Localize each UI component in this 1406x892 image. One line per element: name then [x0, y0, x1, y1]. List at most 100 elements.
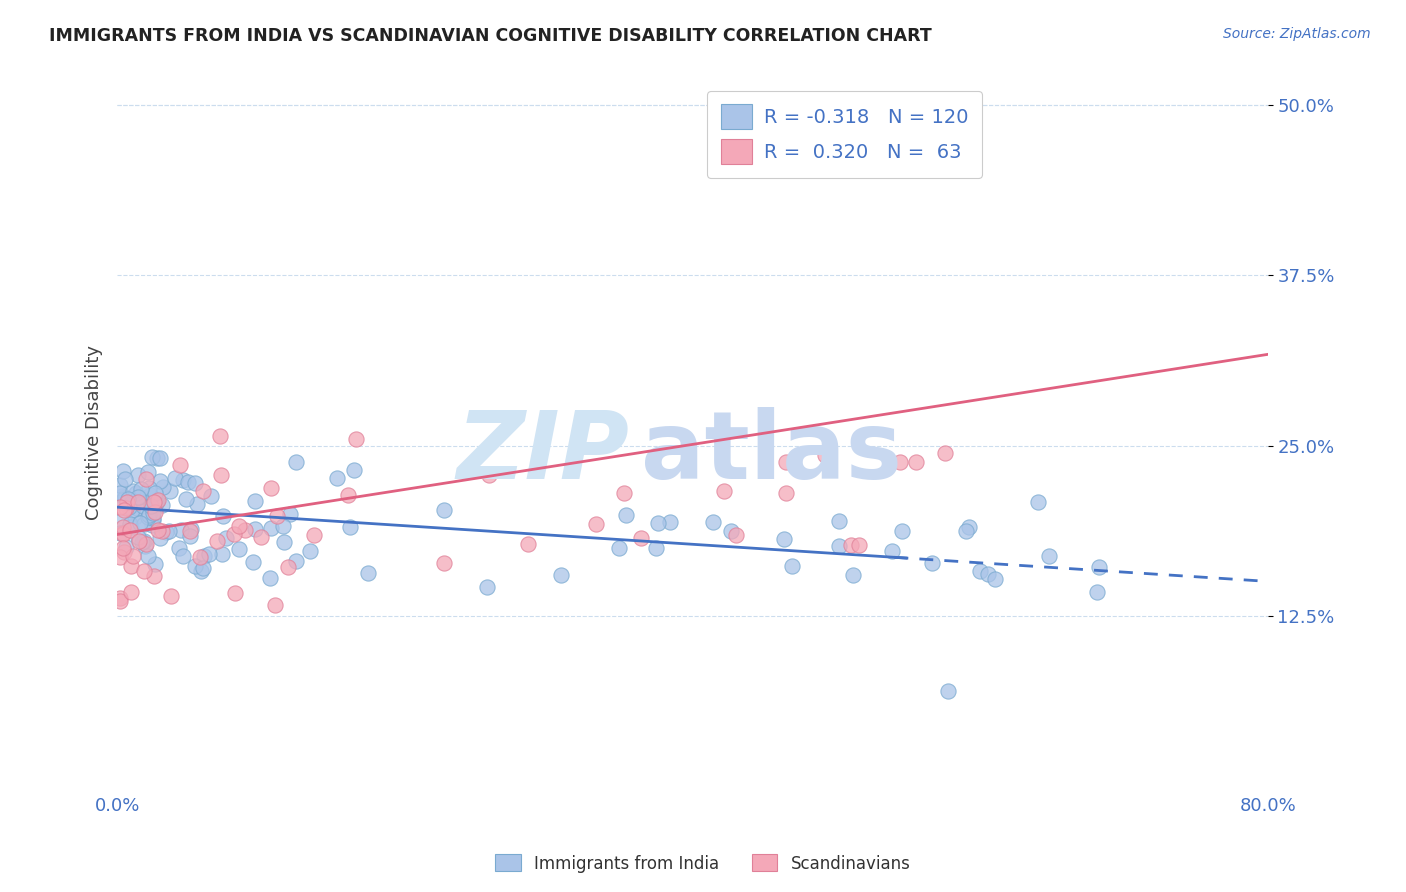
Point	[243, 494, 266, 508]
Point	[146, 451, 169, 466]
Point	[110, 486, 132, 500]
Point	[111, 489, 134, 503]
Point	[128, 534, 150, 549]
Point	[209, 468, 232, 483]
Point	[142, 568, 165, 582]
Point	[1026, 495, 1049, 509]
Point	[827, 514, 849, 528]
Point	[278, 507, 301, 521]
Point	[814, 448, 837, 462]
Point	[177, 475, 200, 489]
Point	[108, 477, 131, 491]
Text: ZIP: ZIP	[457, 408, 628, 500]
Point	[828, 539, 851, 553]
Point	[134, 564, 156, 578]
Point	[114, 503, 136, 517]
Point	[702, 515, 724, 529]
Point	[780, 558, 803, 573]
Point	[114, 541, 136, 555]
Point	[190, 564, 212, 578]
Point	[848, 539, 870, 553]
Point	[146, 493, 169, 508]
Point	[343, 462, 366, 476]
Point	[889, 455, 911, 469]
Point	[337, 488, 360, 502]
Point	[157, 524, 180, 539]
Point	[209, 429, 232, 443]
Point	[904, 455, 927, 469]
Point	[135, 472, 157, 486]
Point	[136, 549, 159, 563]
Point	[167, 541, 190, 556]
Point	[630, 531, 652, 545]
Point	[160, 589, 183, 603]
Point	[150, 498, 173, 512]
Point	[136, 466, 159, 480]
Point	[585, 516, 607, 531]
Point	[242, 555, 264, 569]
Point	[842, 568, 865, 582]
Point	[120, 558, 142, 573]
Point	[304, 528, 326, 542]
Point	[1085, 584, 1108, 599]
Point	[517, 537, 540, 551]
Point	[131, 535, 153, 549]
Point	[184, 476, 207, 491]
Point	[139, 488, 162, 502]
Point	[114, 490, 136, 504]
Point	[245, 522, 267, 536]
Point	[120, 516, 142, 531]
Point	[125, 486, 148, 500]
Point	[277, 560, 299, 574]
Point	[136, 510, 159, 524]
Point	[141, 510, 163, 524]
Point	[127, 495, 149, 509]
Point	[169, 458, 191, 473]
Point	[475, 580, 498, 594]
Point	[285, 554, 308, 568]
Point	[127, 490, 149, 504]
Point	[159, 484, 181, 499]
Point	[149, 474, 172, 488]
Point	[135, 537, 157, 551]
Point	[233, 523, 256, 537]
Point	[115, 501, 138, 516]
Point	[110, 500, 132, 515]
Point	[969, 564, 991, 578]
Point	[228, 519, 250, 533]
Point	[165, 471, 187, 485]
Point	[186, 497, 208, 511]
Point	[128, 516, 150, 530]
Point	[170, 523, 193, 537]
Point	[713, 483, 735, 498]
Point	[215, 532, 238, 546]
Point	[882, 543, 904, 558]
Point	[145, 496, 167, 510]
Text: IMMIGRANTS FROM INDIA VS SCANDINAVIAN COGNITIVE DISABILITY CORRELATION CHART: IMMIGRANTS FROM INDIA VS SCANDINAVIAN CO…	[49, 27, 932, 45]
Point	[146, 524, 169, 538]
Point	[433, 502, 456, 516]
Point	[180, 522, 202, 536]
Point	[921, 556, 943, 570]
Point	[111, 526, 134, 541]
Point	[1088, 559, 1111, 574]
Point	[184, 558, 207, 573]
Point	[120, 585, 142, 599]
Point	[1038, 549, 1060, 564]
Point	[127, 530, 149, 544]
Point	[138, 481, 160, 495]
Point	[152, 479, 174, 493]
Point	[259, 571, 281, 585]
Point	[607, 541, 630, 555]
Point	[112, 545, 135, 559]
Point	[111, 527, 134, 541]
Point	[141, 499, 163, 513]
Legend: Immigrants from India, Scandinavians: Immigrants from India, Scandinavians	[489, 847, 917, 880]
Point	[647, 516, 669, 530]
Point	[108, 593, 131, 607]
Legend: R = -0.318   N = 120, R =  0.320   N =  63: R = -0.318 N = 120, R = 0.320 N = 63	[707, 91, 981, 178]
Point	[193, 549, 215, 563]
Point	[224, 526, 246, 541]
Point	[146, 493, 169, 508]
Point	[356, 566, 378, 581]
